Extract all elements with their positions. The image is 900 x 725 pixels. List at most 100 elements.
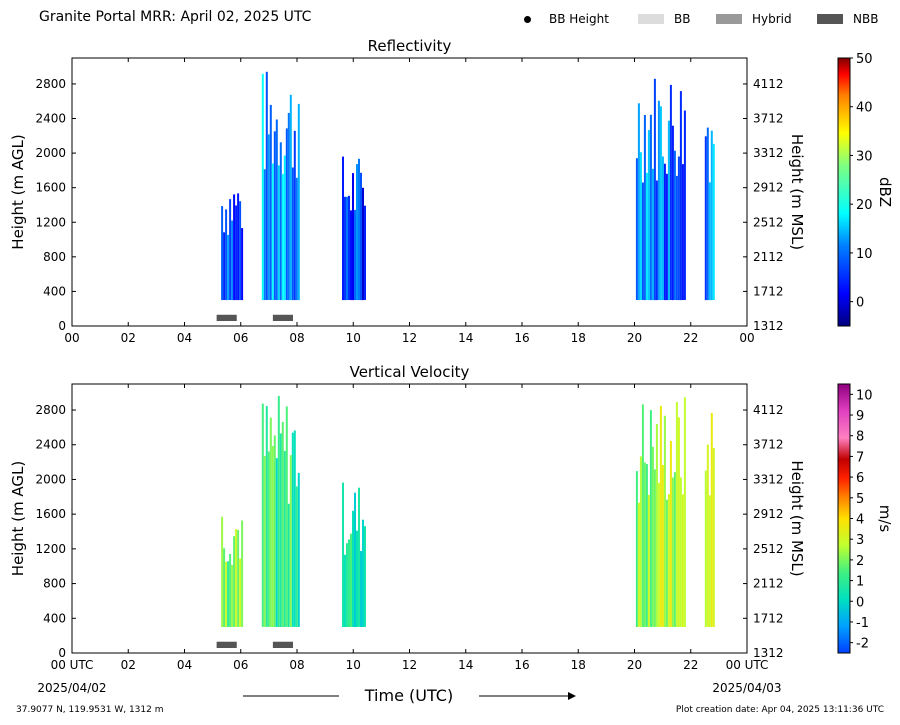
y-tick-label-right: 4112 — [753, 77, 784, 91]
echo-strip — [295, 177, 298, 301]
echo-strip — [342, 482, 344, 627]
echo-strip — [635, 471, 638, 627]
echo-strip — [354, 492, 356, 627]
y-tick-label: 2000 — [35, 472, 66, 486]
legend-bb: BB — [638, 12, 690, 26]
echo-strip — [659, 405, 662, 627]
echo-strip — [297, 103, 300, 301]
echo-strip — [293, 430, 296, 627]
colorbar — [837, 383, 851, 654]
echo-strip — [279, 433, 282, 627]
y-tick-label: 2400 — [35, 112, 66, 126]
y-tick-label-right: 2512 — [753, 542, 784, 556]
colorbar-tick-label: 3 — [856, 533, 864, 548]
echo-region — [704, 413, 715, 627]
y-tick-label-right: 2112 — [753, 250, 784, 264]
panel-title: Reflectivity — [368, 37, 452, 55]
legend-label: BB Height — [549, 12, 609, 26]
x-tick-label: 18 — [571, 331, 586, 345]
echo-strip — [263, 169, 266, 301]
echo-strip — [706, 127, 709, 301]
echo-region — [221, 516, 244, 627]
echo-strip — [271, 446, 274, 627]
echo-strip — [297, 472, 300, 627]
y-tick-label: 400 — [43, 611, 66, 625]
legend-label: BB — [674, 12, 691, 26]
echo-strip — [706, 444, 709, 627]
echo-strip — [704, 470, 707, 627]
echo-strip — [364, 526, 366, 627]
colorbar-tick-label: 10 — [856, 247, 873, 262]
echo-strip — [708, 182, 711, 301]
echo-strip — [667, 120, 670, 301]
echo-strip — [712, 143, 715, 300]
echo-strip — [269, 417, 272, 627]
x-tick-label: 00 UTC — [51, 658, 94, 672]
bright-band-marker — [272, 641, 293, 648]
echo-strip — [237, 193, 240, 301]
echo-strip — [704, 136, 707, 301]
echo-strip — [229, 199, 232, 300]
echo-strip — [275, 119, 278, 301]
echo-strip — [677, 156, 680, 301]
colorbar-tick-label: -1 — [856, 616, 869, 631]
echo-strip — [673, 150, 676, 300]
echo-strip — [342, 156, 344, 301]
echo-strip — [237, 530, 240, 627]
y-tick-label-right: 3712 — [753, 112, 784, 126]
y-axis-label-right: Height (m MSL) — [788, 460, 806, 576]
echo-strip — [295, 486, 298, 627]
y-tick-label-right: 3712 — [753, 438, 784, 452]
echo-strip — [641, 404, 644, 627]
x-tick-label: 04 — [177, 331, 192, 345]
echo-strip — [229, 554, 232, 627]
echo-strip — [285, 406, 288, 627]
colorbar-tick-label: 30 — [856, 149, 873, 164]
echo-strip — [233, 536, 236, 627]
colorbar — [837, 57, 851, 327]
echo-strip — [362, 187, 364, 301]
echo-strip — [350, 533, 352, 627]
y-tick-label: 2000 — [35, 146, 66, 160]
echo-strip — [657, 482, 660, 627]
x-tick-label: 12 — [402, 331, 417, 345]
echo-region — [221, 193, 244, 301]
echo-strip — [283, 155, 286, 301]
echo-strip — [233, 194, 236, 301]
echo-strip — [661, 465, 664, 627]
echo-strip — [279, 142, 282, 301]
echo-strip — [649, 410, 652, 627]
bright-band-marker — [216, 314, 237, 321]
colorbar-tick-label: 2 — [856, 554, 864, 569]
colorbar-label: m/s — [876, 505, 894, 533]
echo-strip — [643, 462, 646, 627]
echo-strip — [358, 487, 360, 627]
y-tick-label: 400 — [43, 284, 66, 298]
x-tick-label: 10 — [346, 658, 361, 672]
x-start-date: 2025/04/02 — [37, 681, 106, 695]
echo-strip — [289, 455, 292, 627]
echo-strip — [637, 103, 640, 301]
echo-strip — [346, 543, 348, 627]
echo-strip — [671, 477, 674, 627]
y-tick-label-right: 2912 — [753, 181, 784, 195]
echo-region — [342, 156, 366, 301]
x-tick-label: 16 — [514, 658, 529, 672]
echo-strip — [673, 472, 676, 627]
echo-strip — [637, 502, 640, 627]
y-tick-label-right: 1312 — [753, 319, 784, 333]
echo-strip — [645, 464, 648, 627]
echo-strip — [287, 503, 290, 627]
page-title: Granite Portal MRR: April 02, 2025 UTC — [39, 9, 312, 25]
echo-strip — [261, 73, 264, 301]
x-tick-label: 20 — [627, 658, 642, 672]
x-tick-label: 02 — [121, 331, 136, 345]
echo-strip — [675, 402, 678, 627]
echo-strip — [669, 440, 672, 627]
x-tick-label: 20 — [627, 331, 642, 345]
echo-strip — [683, 397, 686, 627]
echo-strip — [289, 94, 292, 301]
echo-strip — [663, 163, 666, 301]
y-tick-label-right: 3312 — [753, 472, 784, 486]
x-tick-label: 06 — [233, 658, 248, 672]
